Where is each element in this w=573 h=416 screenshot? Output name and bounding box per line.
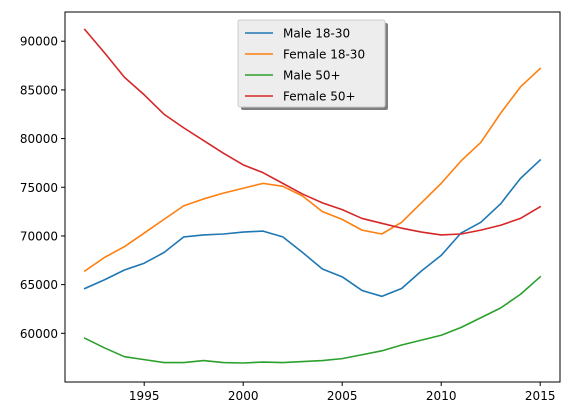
series-line-1 bbox=[83, 158, 542, 298]
series-layer bbox=[83, 28, 542, 364]
legend-label: Male 50+ bbox=[283, 69, 341, 83]
series-line-4 bbox=[83, 28, 542, 236]
legend-label: Female 18-30 bbox=[283, 48, 365, 62]
plot-frame bbox=[64, 11, 561, 383]
y-tick-label: 90000 bbox=[20, 35, 58, 49]
y-tick-label: 70000 bbox=[20, 229, 58, 243]
y-tick-label: 65000 bbox=[20, 278, 58, 292]
legend-label: Female 50+ bbox=[283, 90, 356, 104]
legend-box bbox=[237, 19, 386, 108]
x-tick-label: 2015 bbox=[525, 389, 556, 403]
x-tick-label: 2005 bbox=[327, 389, 358, 403]
x-tick-label: 2000 bbox=[228, 389, 259, 403]
y-tick-label: 80000 bbox=[20, 132, 58, 146]
legend: Male 18-30 Female 18-30 Male 50+ Female 50+ bbox=[237, 19, 388, 110]
y-tick-label: 60000 bbox=[20, 327, 58, 341]
y-tick-label: 75000 bbox=[20, 181, 58, 195]
y-tick-label: 85000 bbox=[20, 83, 58, 97]
x-tick-label: 2010 bbox=[426, 389, 457, 403]
axis-layer: 1995 2000 2005 2010 2015 60000 65000 70000 75000… bbox=[20, 35, 556, 403]
series-line-3 bbox=[83, 275, 542, 364]
legend-label: Male 18-30 bbox=[283, 27, 350, 41]
x-tick-label: 1995 bbox=[129, 389, 160, 403]
series-line-2 bbox=[83, 67, 542, 273]
